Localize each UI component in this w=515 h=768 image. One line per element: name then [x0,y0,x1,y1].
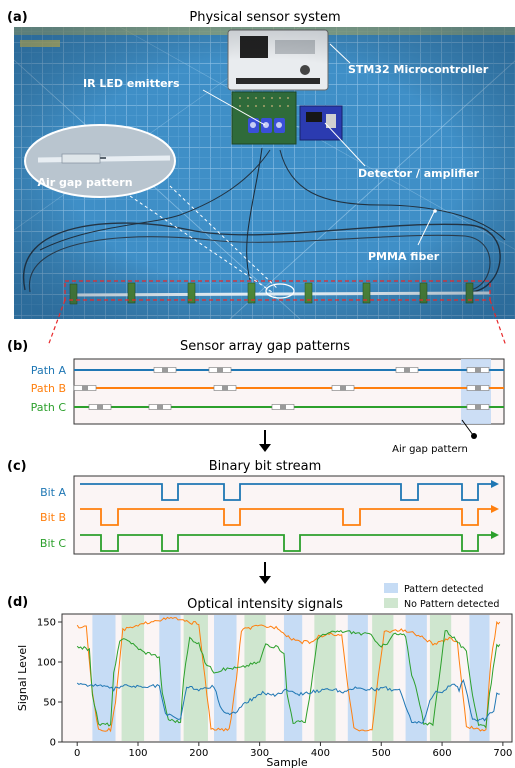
pattern-band [405,615,427,741]
x-tick-label: 500 [372,748,391,759]
gap-core [340,385,346,391]
panel-a-letter: (a) [7,10,28,25]
bit-label: Bit C [40,537,66,550]
gap-pattern-frame [73,358,505,425]
panel-d-title: Optical intensity signals [187,597,343,612]
panel-a: (a) Physical sensor system [7,10,515,347]
bit-arrow [491,480,499,488]
x-tick-label: 700 [493,748,512,759]
path-label: Path C [31,401,67,414]
x-tick-label: 300 [250,748,269,759]
panel-b: (b) Sensor array gap patterns Path A Path… [7,339,505,455]
legend-nopattern-label: No Pattern detected [404,599,499,610]
no-pattern-band [372,615,394,741]
x-axis-label: Sample [266,756,307,768]
sensor-photo [14,27,515,319]
pattern-band [283,615,303,741]
path-label: Path A [31,364,67,377]
pattern-band [469,615,490,741]
signal-line [76,678,500,725]
bit-label: Bit B [40,511,66,524]
panel-c-letter: (c) [7,459,27,474]
path-label: Path B [31,382,66,395]
legend-nopattern-swatch [384,598,398,608]
pattern-band [347,615,368,741]
x-tick-label: 200 [189,748,208,759]
panel-d: (d) Optical intensity signals Pattern de… [7,583,513,768]
gap-core [222,385,228,391]
signal-line [76,616,501,733]
x-tick-label: 400 [311,748,330,759]
no-pattern-band [183,615,208,741]
fiber-highlight-box [64,280,491,301]
panel-c: (c) Binary bit stream Bit A Bit B Bit C [7,459,505,584]
bit-waveform [80,483,492,501]
gap-core [97,404,103,410]
bit-arrow [491,505,499,513]
signal-axes: 0 100 200 300 400 500 600 700 0 50 100 150 [37,618,513,760]
panel-c-title: Binary bit stream [209,459,322,474]
gap-core [82,385,88,391]
signal-line [76,629,501,729]
no-pattern-band [121,615,145,741]
panel-b-letter: (b) [7,339,28,354]
y-tick-label: 0 [50,738,56,749]
x-tick-label: 0 [74,748,80,759]
bit-waveform [80,534,492,552]
x-tick-label: 600 [433,748,452,759]
pattern-band [159,615,181,741]
y-axis-label: Signal Level [16,645,29,711]
fiber-label: PMMA fiber [368,250,440,263]
panel-b-title: Sensor array gap patterns [180,339,350,354]
led-label: IR LED emitters [83,77,180,90]
mcu-label: STM32 Microcontroller [348,63,489,76]
signal-series [76,616,501,733]
air-gap-callout: Air gap pattern [392,444,468,455]
no-pattern-band [314,615,336,741]
y-tick-label: 100 [37,658,56,669]
detector-label: Detector / amplifier [358,167,480,180]
y-tick-label: 150 [37,618,56,629]
legend-pattern-label: Pattern detected [404,584,483,595]
pattern-band [214,615,237,741]
y-tick-label: 50 [43,698,56,709]
air-gap-label: Air gap pattern [37,176,132,189]
bit-waveform [80,508,492,526]
no-pattern-band [244,615,266,741]
signal-bands [92,615,490,741]
gap-core [404,367,410,373]
pattern-band [92,615,116,741]
gap-core [217,367,223,373]
bit-label: Bit A [40,486,66,499]
panel-a-title: Physical sensor system [189,10,340,25]
gap-core [280,404,286,410]
gap-marker-ellipse [265,283,295,299]
gap-core [162,367,168,373]
panel-d-letter: (d) [7,595,28,610]
legend-pattern-swatch [384,583,398,593]
gap-core [475,404,481,410]
bit-arrow [491,531,499,539]
gap-core [157,404,163,410]
x-tick-label: 100 [128,748,147,759]
bit-stream-frame [73,475,505,555]
gap-core [475,367,481,373]
gap-core [475,385,481,391]
